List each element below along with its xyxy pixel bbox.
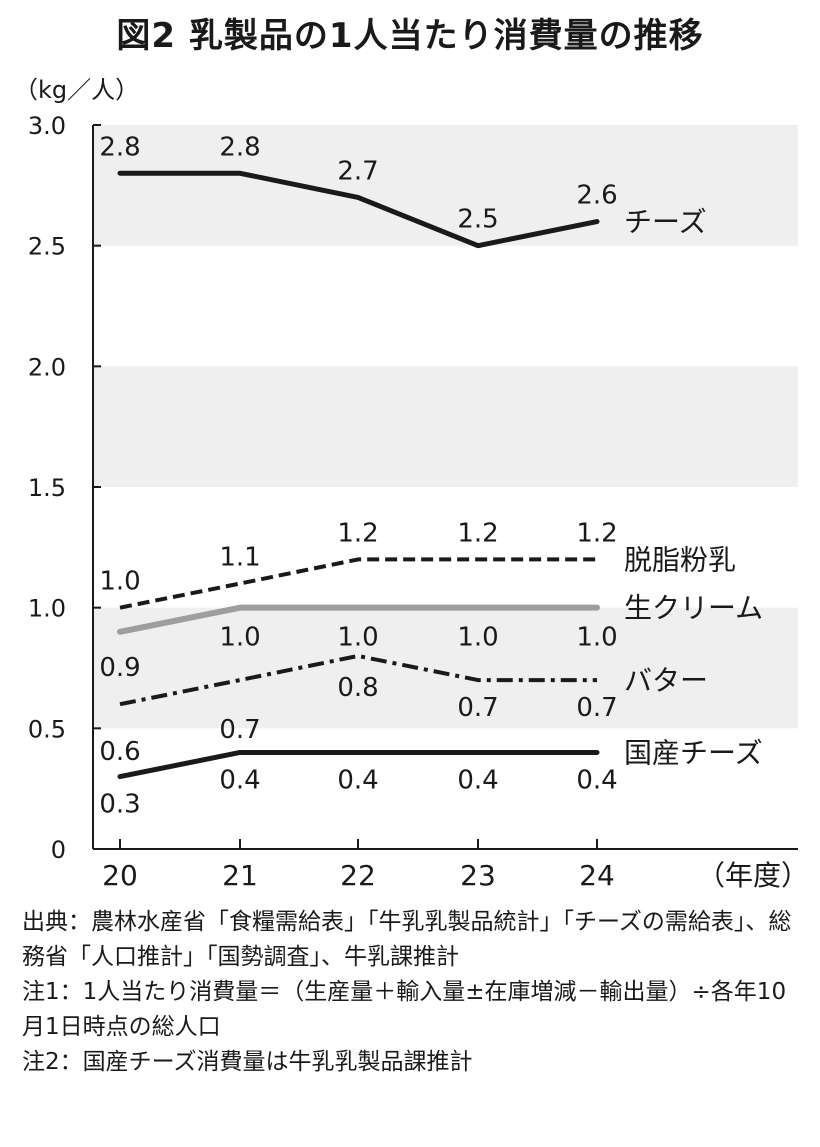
data-label: 0.4 [219, 765, 260, 795]
series-line [117, 749, 600, 780]
x-axis-unit: （年度） [697, 859, 809, 892]
axes [92, 124, 798, 850]
data-label: 1.2 [457, 518, 498, 548]
source-note: 出典：農林水産省「食糧需給表」「牛乳乳製品統計」「チーズの需給表」、総務省「人口… [22, 909, 792, 970]
x-tick-label: 21 [222, 859, 258, 892]
series-label: 脱脂粉乳 [624, 543, 736, 576]
series-line [117, 604, 600, 635]
y-axis-unit: （kg／人） [14, 76, 140, 104]
series-line [119, 557, 597, 610]
data-label: 1.1 [219, 543, 260, 573]
x-tick-label: 20 [102, 859, 138, 892]
data-label: 0.4 [337, 765, 378, 795]
x-tick-label: 22 [340, 859, 376, 892]
y-tick-label: 3.0 [28, 112, 66, 140]
data-label: 0.6 [99, 737, 140, 767]
data-label: 1.2 [576, 518, 617, 548]
data-label: 0.4 [576, 765, 617, 795]
data-label: 2.6 [576, 181, 617, 211]
series-label: バター [624, 664, 708, 697]
data-label: 2.7 [337, 156, 378, 186]
grid-band [93, 366, 798, 487]
notes: 出典：農林水産省「食糧需給表」「牛乳乳製品統計」「チーズの需給表」、総務省「人口… [22, 905, 802, 1080]
y-tick-label: 2.0 [28, 353, 66, 381]
data-label: 0.9 [99, 653, 140, 683]
data-labels: 2.8 2.8 2.7 2.5 2.6 1.0 1.1 1.2 1.2 1.2 0.9 1.0 1.0 1… [99, 132, 617, 819]
data-label: 1.0 [337, 623, 378, 653]
data-label: 0.7 [576, 693, 617, 723]
data-label: 0.8 [337, 673, 378, 703]
series-label: 国産チーズ [624, 736, 763, 769]
data-label: 2.5 [457, 205, 498, 235]
data-label: 1.0 [99, 567, 140, 597]
grid-band [93, 607, 798, 729]
y-tick-label: 1.5 [28, 474, 66, 502]
series-lines [117, 170, 600, 780]
note-2: 注2：国産チーズ消費量は牛乳乳製品課推計 [22, 1049, 473, 1075]
y-tick-label: 2.5 [28, 233, 66, 261]
grid-band [93, 125, 798, 246]
data-label: 0.3 [99, 790, 140, 820]
data-label: 0.7 [219, 715, 260, 745]
line-chart: 0 0.5 1.0 1.5 2.0 2.5 3.0 20 21 22 23 24 2.8 2.8 2.7… [28, 112, 809, 892]
data-label: 2.8 [219, 132, 260, 162]
chart-title: 図2 乳製品の1人当たり消費量の推移 [116, 16, 704, 56]
data-label: 1.0 [219, 623, 260, 653]
x-tick-labels: 20 21 22 23 24 [102, 859, 615, 892]
data-label: 1.2 [337, 518, 378, 548]
y-tick-label: 0 [51, 836, 66, 864]
y-tick-label: 0.5 [28, 715, 66, 743]
data-label: 0.7 [457, 693, 498, 723]
data-label: 1.0 [576, 623, 617, 653]
grid-bands [93, 125, 798, 729]
y-tick-label: 1.0 [28, 595, 66, 623]
x-tick-label: 24 [579, 859, 615, 892]
series-label: チーズ [624, 206, 707, 239]
note-1: 注1：1人当たり消費量＝（生産量＋輸入量±在庫増減－輸出量）÷各年10月1日時点… [22, 979, 787, 1040]
series-label: 生クリーム [624, 592, 763, 625]
series-line [117, 170, 600, 249]
x-tick-label: 23 [460, 859, 496, 892]
data-label: 1.0 [457, 623, 498, 653]
data-label: 0.4 [457, 765, 498, 795]
y-tick-labels: 0 0.5 1.0 1.5 2.0 2.5 3.0 [28, 112, 66, 864]
data-label: 2.8 [99, 132, 140, 162]
